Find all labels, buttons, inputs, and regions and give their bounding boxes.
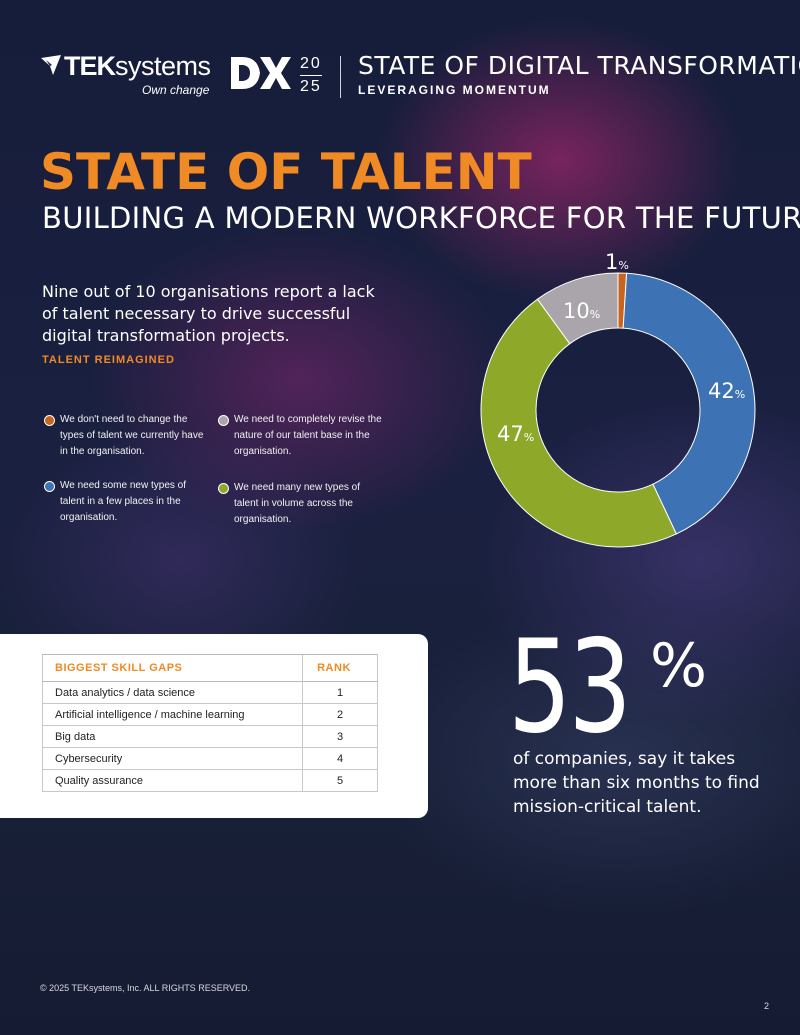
dx-year-bottom: 25 — [300, 78, 322, 95]
slice-label-42: 42% — [708, 379, 745, 407]
slice-label-10: 10% — [563, 299, 600, 327]
skill-cell: Big data — [42, 725, 303, 748]
slice-unit: % — [734, 388, 746, 401]
legend-dot-icon — [44, 481, 55, 492]
table-row: Quality assurance 5 — [42, 769, 378, 792]
dx-year-rule — [300, 75, 322, 76]
brand-logo-bold: TEK — [64, 51, 116, 81]
page-title: STATE OF TALENT — [40, 143, 532, 201]
copyright-text: © 2025 TEKsystems, Inc. ALL RIGHTS RESER… — [40, 983, 251, 993]
legend-item-many-new: We need many new types of talent in volu… — [218, 480, 384, 528]
slice-value: 47 — [497, 422, 524, 446]
legend-dot-icon — [218, 415, 229, 426]
rank-cell: 4 — [302, 747, 378, 770]
brand-tagline: Own change — [142, 83, 210, 97]
skill-cell: Cybersecurity — [42, 747, 303, 770]
rank-cell: 1 — [302, 681, 378, 704]
stat-number: 53 — [508, 613, 632, 762]
brand-logo: TEKsystems — [64, 52, 211, 80]
rank-cell: 3 — [302, 725, 378, 748]
legend-label: We don't need to change the types of tal… — [60, 414, 204, 457]
teksystems-logo-icon — [41, 55, 61, 75]
column-header-rank: RANK — [302, 654, 378, 682]
report-subtitle: LEVERAGING MOMENTUM — [358, 83, 551, 97]
lead-paragraph: Nine out of 10 organisations report a la… — [42, 282, 375, 345]
page-subtitle: BUILDING A MODERN WORKFORCE FOR THE FUTU… — [42, 201, 800, 235]
skill-cell: Artificial intelligence / machine learni… — [42, 703, 303, 726]
table-row: Big data 3 — [42, 725, 378, 748]
slice-unit: % — [618, 259, 629, 272]
rank-cell: 2 — [302, 703, 378, 726]
report-title: STATE OF DIGITAL TRANSFORMATION — [358, 51, 800, 80]
table-row: Data analytics / data science 1 — [42, 681, 378, 704]
dx-logo-icon — [231, 57, 291, 89]
stat-percent-sign: % — [650, 631, 708, 701]
rank-cell: 5 — [302, 769, 378, 792]
header-divider — [340, 56, 341, 98]
table-row: Artificial intelligence / machine learni… — [42, 703, 378, 726]
legend-item-revise: We need to completely revise the nature … — [218, 412, 384, 460]
skill-cell: Quality assurance — [42, 769, 303, 792]
slice-value: 1 — [605, 250, 619, 274]
slice-label-47: 47% — [497, 422, 534, 450]
legend-item-no-change: We don't need to change the types of tal… — [44, 412, 210, 460]
slice-many-new — [480, 298, 677, 548]
brand-logo-light: systems — [115, 51, 211, 81]
slice-unit: % — [589, 308, 601, 321]
table-row: Cybersecurity 4 — [42, 747, 378, 770]
slice-value: 10 — [563, 299, 590, 323]
slice-some-new — [622, 272, 756, 535]
page-number: 2 — [764, 1001, 770, 1011]
skill-gaps-table: BIGGEST SKILL GAPS RANK Data analytics /… — [42, 654, 378, 792]
slice-value: 42 — [708, 379, 735, 403]
legend-label: We need to completely revise the nature … — [234, 414, 382, 457]
column-header-skill: BIGGEST SKILL GAPS — [42, 654, 303, 682]
dx-year-top: 20 — [300, 55, 322, 72]
dx-year: 20 25 — [300, 54, 322, 97]
talent-donut-chart — [480, 272, 756, 548]
legend-item-some-new: We need some new types of talent in a fe… — [44, 478, 210, 526]
legend-label: We need some new types of talent in a fe… — [60, 480, 186, 523]
slice-revise — [536, 272, 619, 345]
slice-unit: % — [523, 431, 535, 444]
slice-label-1: 1% — [605, 250, 629, 278]
legend-dot-icon — [218, 483, 229, 494]
section-eyebrow: TALENT REIMAGINED — [42, 354, 175, 366]
skill-cell: Data analytics / data science — [42, 681, 303, 704]
stat-description: of companies, say it takes more than six… — [513, 749, 760, 817]
legend-dot-icon — [44, 415, 55, 426]
table-header-row: BIGGEST SKILL GAPS RANK — [42, 654, 378, 682]
legend-label: We need many new types of talent in volu… — [234, 482, 360, 525]
